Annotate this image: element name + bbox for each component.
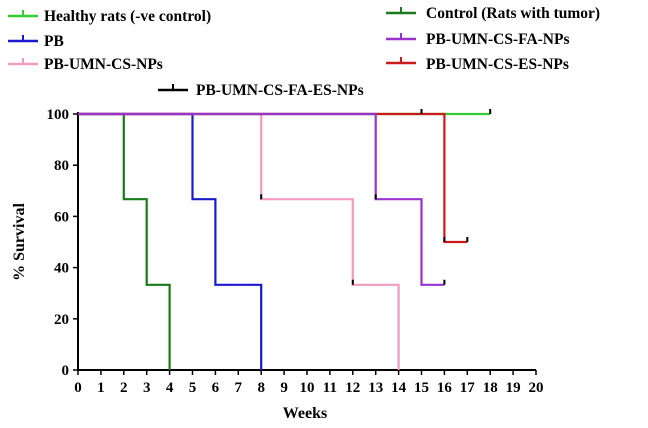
- y-tick-label: 100: [47, 107, 70, 123]
- legend-entry-pb-umn-cs: PB-UMN-CS-NPs: [8, 56, 163, 73]
- legend-label-pb-umn-cs: PB-UMN-CS-NPs: [44, 56, 163, 73]
- y-tick-label: 0: [62, 363, 70, 379]
- y-tick-label: 40: [54, 261, 69, 277]
- x-tick-label: 7: [235, 380, 243, 396]
- x-tick-label: 4: [166, 380, 174, 396]
- x-tick-label: 6: [212, 380, 220, 396]
- legend-entry-control: Control (Rats with tumor): [386, 5, 600, 22]
- x-tick-label: 16: [437, 380, 453, 396]
- x-tick-label: 17: [460, 380, 476, 396]
- legend-label-healthy: Healthy rats (-ve control): [44, 8, 211, 25]
- x-tick-label: 14: [391, 380, 407, 396]
- y-tick-label: 60: [54, 209, 69, 225]
- legend-label-control: Control (Rats with tumor): [426, 5, 600, 22]
- series-line-pb-umn-cs-fa: [78, 112, 445, 286]
- legend-entry-healthy: Healthy rats (-ve control): [8, 8, 211, 25]
- legend-entry-pb: PB: [8, 33, 64, 50]
- x-tick-label: 2: [120, 380, 128, 396]
- legend-label-pb: PB: [44, 33, 64, 50]
- x-tick-label: 11: [323, 380, 337, 396]
- x-tick-label: 1: [97, 380, 105, 396]
- legend: Healthy rats (-ve control) PB PB-UMN-CS-…: [8, 5, 600, 99]
- x-tick-label: 9: [280, 380, 288, 396]
- legend-label-pb-umn-cs-es: PB-UMN-CS-ES-NPs: [426, 56, 569, 73]
- x-axis-title: Weeks: [283, 405, 327, 422]
- x-tick-label: 12: [345, 380, 360, 396]
- plot-area: [78, 109, 492, 370]
- x-tick-label: 19: [506, 380, 521, 396]
- series-line-pb-umn-cs-es: [78, 112, 468, 244]
- x-tick-label: 13: [368, 380, 383, 396]
- legend-label-pb-umn-cs-fa: PB-UMN-CS-FA-NPs: [426, 31, 570, 48]
- legend-entry-pb-umn-cs-es: PB-UMN-CS-ES-NPs: [386, 56, 569, 73]
- x-tick-label: 8: [257, 380, 265, 396]
- x-tick-label: 20: [529, 380, 544, 396]
- x-tick-label: 10: [300, 380, 315, 396]
- series-line-control: [78, 112, 171, 370]
- axes: 0 1 2 3 4 5 6 7 8 9 10 11 12 13 14 15 16 17 18 19 2002040608…: [47, 107, 544, 396]
- y-axis-title: % Survival: [11, 203, 28, 281]
- legend-entry-pb-umn-cs-fa: PB-UMN-CS-FA-NPs: [386, 31, 570, 48]
- x-tick-label: 5: [189, 380, 197, 396]
- x-tick-label: 0: [74, 380, 82, 396]
- legend-label-pb-umn-cs-fa-es: PB-UMN-CS-FA-ES-NPs: [196, 82, 364, 99]
- y-tick-label: 20: [54, 312, 69, 328]
- x-tick-label: 3: [143, 380, 151, 396]
- x-tick-label: 15: [414, 380, 429, 396]
- legend-entry-pb-umn-cs-fa-es: PB-UMN-CS-FA-ES-NPs: [158, 82, 364, 99]
- y-tick-label: 80: [54, 158, 69, 174]
- series-line-pb-umn-cs: [78, 112, 400, 370]
- x-tick-label: 18: [483, 380, 498, 396]
